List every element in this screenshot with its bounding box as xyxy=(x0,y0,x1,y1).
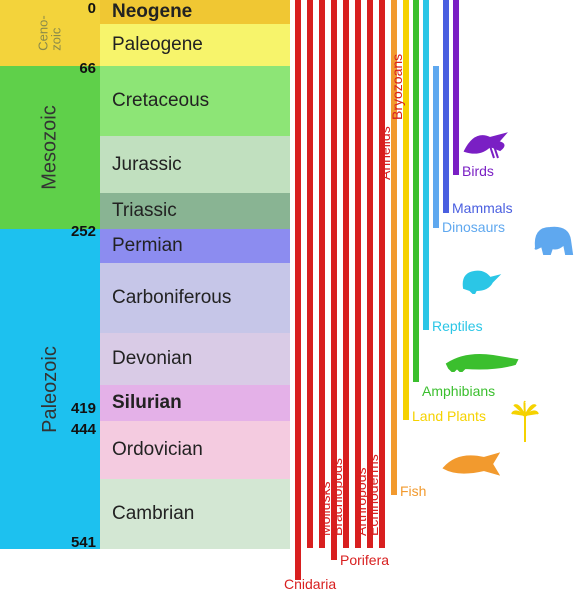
bar-label-brachiopods: Brachiopods xyxy=(329,458,345,536)
period-carboniferous: Carboniferous xyxy=(100,263,290,333)
bar-label-reptiles: Reptiles xyxy=(432,318,483,334)
bar-label-fish: Fish xyxy=(400,483,426,499)
bar-amphibians xyxy=(413,0,419,382)
period-cretaceous: Cretaceous xyxy=(100,66,290,136)
bar-mollusks xyxy=(307,0,313,548)
period-neogene: Neogene xyxy=(100,0,290,24)
bar-label-landplants: Land Plants xyxy=(412,408,486,424)
period-ordovician: Ordovician xyxy=(100,421,290,479)
bar-label-echinoderms: Echinoderms xyxy=(365,454,381,536)
period-silurian: Silurian xyxy=(100,385,290,421)
bar-label-amphibians: Amphibians xyxy=(422,383,495,399)
bar-label-porifera: Porifera xyxy=(340,552,389,568)
period-permian: Permian xyxy=(100,229,290,263)
era-label: Paleozoic xyxy=(39,346,62,433)
period-paleogene: Paleogene xyxy=(100,24,290,66)
era-label: Mesozoic xyxy=(38,105,61,189)
silhouette-dino xyxy=(460,260,502,294)
bar-echinoderms xyxy=(355,0,361,548)
bar-reptiles xyxy=(423,0,429,330)
era-mesozoic: Mesozoic xyxy=(0,66,100,229)
bar-mammals xyxy=(443,0,449,213)
age-mark: 541 xyxy=(0,534,96,551)
era-label: Ceno-zoic xyxy=(37,15,63,50)
era-paleozoic: Paleozoic xyxy=(0,229,100,549)
bar-brachiopods xyxy=(319,0,325,548)
bar-label-dinosaurs: Dinosaurs xyxy=(442,219,505,235)
silhouette-fishshape xyxy=(440,448,500,480)
period-jurassic: Jurassic xyxy=(100,136,290,193)
silhouette-croc xyxy=(445,346,519,372)
period-triassic: Triassic xyxy=(100,193,290,229)
bar-label-bryozoans: Bryozoans xyxy=(389,54,405,120)
period-devonian: Devonian xyxy=(100,333,290,385)
bar-label-birds: Birds xyxy=(462,163,494,179)
bar-birds xyxy=(453,0,459,175)
age-mark: 0 xyxy=(0,0,96,17)
silhouette-palm xyxy=(510,398,540,442)
age-mark: 66 xyxy=(0,60,96,77)
age-mark: 252 xyxy=(0,223,96,240)
silhouette-bird xyxy=(460,126,510,160)
bar-dinosaurs xyxy=(433,66,439,228)
bar-label-mammals: Mammals xyxy=(452,200,513,216)
age-mark: 419 xyxy=(0,400,96,417)
period-cambrian: Cambrian xyxy=(100,479,290,549)
age-mark: 444 xyxy=(0,421,96,438)
bar-cnidaria xyxy=(295,0,301,580)
bar-label-cnidaria: Cnidaria xyxy=(284,576,336,592)
silhouette-elephant xyxy=(528,218,576,258)
bar-label-annelids: Annelids xyxy=(377,126,393,180)
